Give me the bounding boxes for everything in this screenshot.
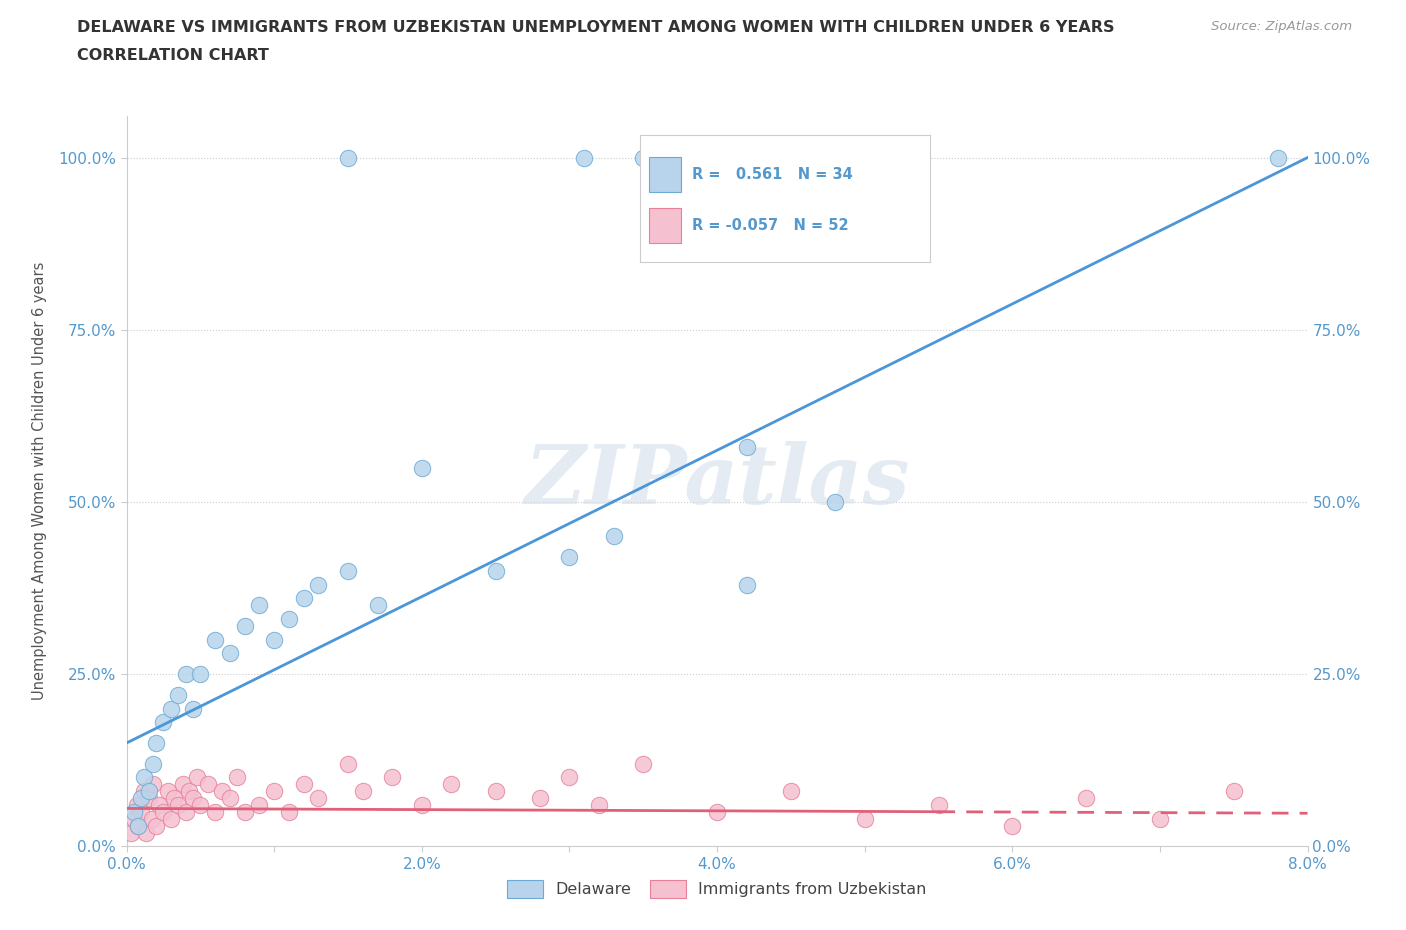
Point <box>174 667 197 682</box>
Point <box>292 777 315 791</box>
Point <box>177 784 200 799</box>
Point <box>204 804 226 819</box>
Point <box>278 612 301 627</box>
Point <box>226 770 249 785</box>
Point <box>181 701 204 716</box>
Point <box>249 598 271 613</box>
Point <box>186 770 208 785</box>
Point <box>233 804 256 819</box>
Point <box>529 790 551 805</box>
Point <box>588 798 610 813</box>
Point <box>484 784 508 799</box>
Point <box>824 495 846 510</box>
Point <box>735 439 758 454</box>
Point <box>1149 811 1171 826</box>
Point <box>152 715 174 730</box>
Point <box>211 784 233 799</box>
Point <box>558 550 581 565</box>
Point <box>780 784 803 799</box>
Point <box>352 784 374 799</box>
Point <box>174 804 197 819</box>
Point <box>152 804 174 819</box>
Point <box>181 790 204 805</box>
Point <box>440 777 463 791</box>
Point <box>204 632 226 647</box>
Point <box>337 756 360 771</box>
Point <box>411 460 433 475</box>
Y-axis label: Unemployment Among Women with Children Under 6 years: Unemployment Among Women with Children U… <box>32 262 46 700</box>
Text: CORRELATION CHART: CORRELATION CHART <box>77 48 269 63</box>
Point <box>127 818 149 833</box>
Point <box>145 818 167 833</box>
Point <box>141 811 163 826</box>
Point <box>411 798 433 813</box>
Legend: Delaware, Immigrants from Uzbekistan: Delaware, Immigrants from Uzbekistan <box>501 874 934 904</box>
Point <box>219 646 242 661</box>
Point <box>120 825 142 840</box>
Point <box>263 632 285 647</box>
Point <box>125 798 148 813</box>
Point <box>167 687 190 702</box>
Point <box>853 811 876 826</box>
Point <box>160 811 183 826</box>
Point <box>122 804 145 819</box>
Point <box>263 784 285 799</box>
Point <box>129 790 153 805</box>
Point <box>735 578 758 592</box>
Point <box>135 825 157 840</box>
Point <box>134 770 156 785</box>
Point <box>233 618 256 633</box>
Point <box>706 804 728 819</box>
Point <box>574 150 596 165</box>
Point <box>127 818 149 833</box>
Point <box>337 150 360 165</box>
Point <box>1223 784 1246 799</box>
Point <box>138 790 160 805</box>
Point <box>160 701 183 716</box>
Point <box>928 798 950 813</box>
Point <box>366 598 388 613</box>
Point <box>197 777 219 791</box>
Point <box>172 777 194 791</box>
Point <box>148 798 170 813</box>
Point <box>188 798 212 813</box>
Point <box>163 790 186 805</box>
Point <box>167 798 190 813</box>
Point <box>249 798 271 813</box>
Point <box>129 804 153 819</box>
Point <box>1267 150 1289 165</box>
Point <box>558 770 581 785</box>
Point <box>278 804 301 819</box>
Point <box>134 784 156 799</box>
Point <box>603 529 626 544</box>
Point <box>292 591 315 605</box>
Point <box>156 784 179 799</box>
Point <box>219 790 242 805</box>
Point <box>633 150 655 165</box>
Point <box>381 770 404 785</box>
Point <box>138 784 160 799</box>
Point <box>484 564 508 578</box>
Point <box>188 667 212 682</box>
Point <box>145 736 167 751</box>
Text: DELAWARE VS IMMIGRANTS FROM UZBEKISTAN UNEMPLOYMENT AMONG WOMEN WITH CHILDREN UN: DELAWARE VS IMMIGRANTS FROM UZBEKISTAN U… <box>77 20 1115 35</box>
Point <box>337 564 360 578</box>
Point <box>308 578 330 592</box>
Point <box>308 790 330 805</box>
Point <box>122 811 145 826</box>
Point <box>633 756 655 771</box>
Point <box>1076 790 1098 805</box>
Point <box>142 777 165 791</box>
Text: ZIPatlas: ZIPatlas <box>524 441 910 522</box>
Point <box>142 756 165 771</box>
Text: Source: ZipAtlas.com: Source: ZipAtlas.com <box>1212 20 1353 33</box>
Point <box>1001 818 1024 833</box>
